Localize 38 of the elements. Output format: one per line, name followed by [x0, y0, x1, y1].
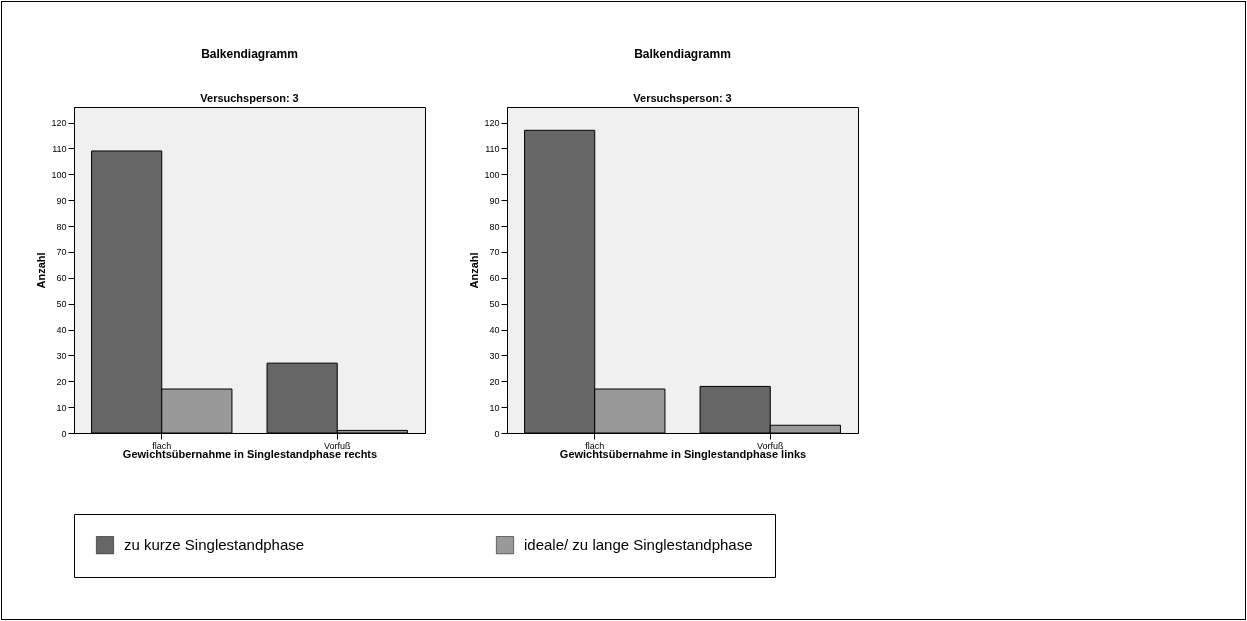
y-axis-title: Anzahl	[35, 252, 48, 289]
y-tick-label: 70	[489, 247, 500, 258]
y-tick-label: 120	[51, 118, 67, 129]
y-tick-label: 60	[56, 273, 67, 284]
y-tick-label: 0	[494, 428, 500, 439]
y-axis-title: Anzahl	[468, 252, 481, 289]
y-tick-label: 80	[56, 221, 67, 232]
y-tick-label: 30	[489, 350, 500, 361]
y-tick-label: 20	[56, 376, 67, 387]
y-tick-label: 30	[56, 350, 67, 361]
y-tick-label: 100	[484, 169, 500, 180]
y-tick-label: 50	[489, 299, 500, 310]
y-tick-label: 90	[489, 195, 500, 206]
chart-title: Balkendiagramm	[201, 47, 298, 61]
y-tick-label: 40	[489, 325, 500, 336]
legend-label: zu kurze Singlestandphase	[124, 536, 305, 554]
y-tick-label: 100	[51, 169, 67, 180]
y-tick-label: 10	[56, 402, 67, 413]
x-tick-label: flach	[152, 440, 172, 451]
y-tick-label: 120	[484, 118, 500, 129]
y-tick-label: 60	[489, 273, 500, 284]
y-tick-label: 20	[489, 376, 500, 387]
y-tick-label: 80	[489, 221, 500, 232]
y-tick-label: 40	[56, 325, 67, 336]
y-tick-label: 110	[485, 143, 500, 154]
x-tick-label: Vorfuß	[756, 440, 785, 451]
x-tick-label: flach	[585, 440, 605, 451]
y-tick-label: 70	[56, 247, 67, 258]
y-tick-label: 10	[489, 402, 500, 413]
y-tick-label: 110	[52, 143, 67, 154]
chart-subtitle: Versuchsperson: 3	[633, 92, 732, 104]
chart-title: Balkendiagramm	[634, 47, 731, 61]
y-tick-label: 0	[61, 428, 67, 439]
x-tick-label: Vorfuß	[323, 440, 352, 451]
y-tick-label: 50	[56, 299, 67, 310]
y-tick-label: 90	[56, 195, 67, 206]
legend-label: ideale/ zu lange Singlestandphase	[524, 536, 753, 554]
chart-subtitle: Versuchsperson: 3	[200, 92, 299, 104]
